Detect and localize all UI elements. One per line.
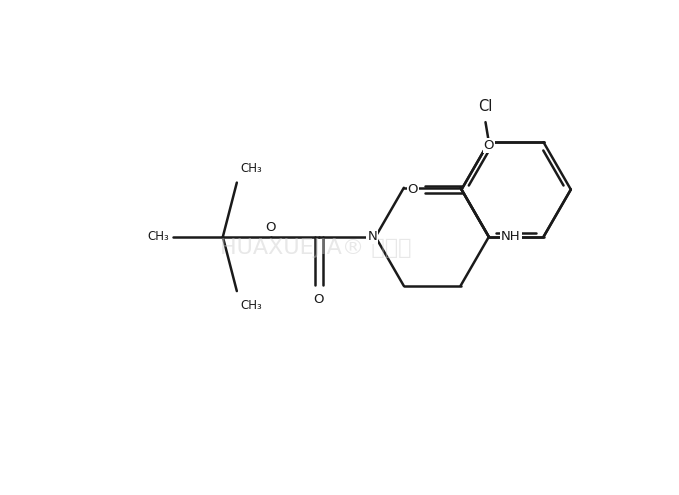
Text: Cl: Cl (478, 99, 493, 114)
Text: CH₃: CH₃ (240, 161, 262, 175)
Text: CH₃: CH₃ (240, 299, 262, 312)
Text: O: O (314, 293, 324, 306)
Text: HUAXUEJIA® 化学加: HUAXUEJIA® 化学加 (219, 238, 411, 257)
Text: O: O (407, 183, 418, 196)
Text: NH: NH (501, 230, 521, 244)
Text: O: O (483, 139, 494, 152)
Text: CH₃: CH₃ (148, 230, 170, 244)
Text: O: O (265, 220, 276, 234)
Text: N: N (367, 230, 377, 244)
